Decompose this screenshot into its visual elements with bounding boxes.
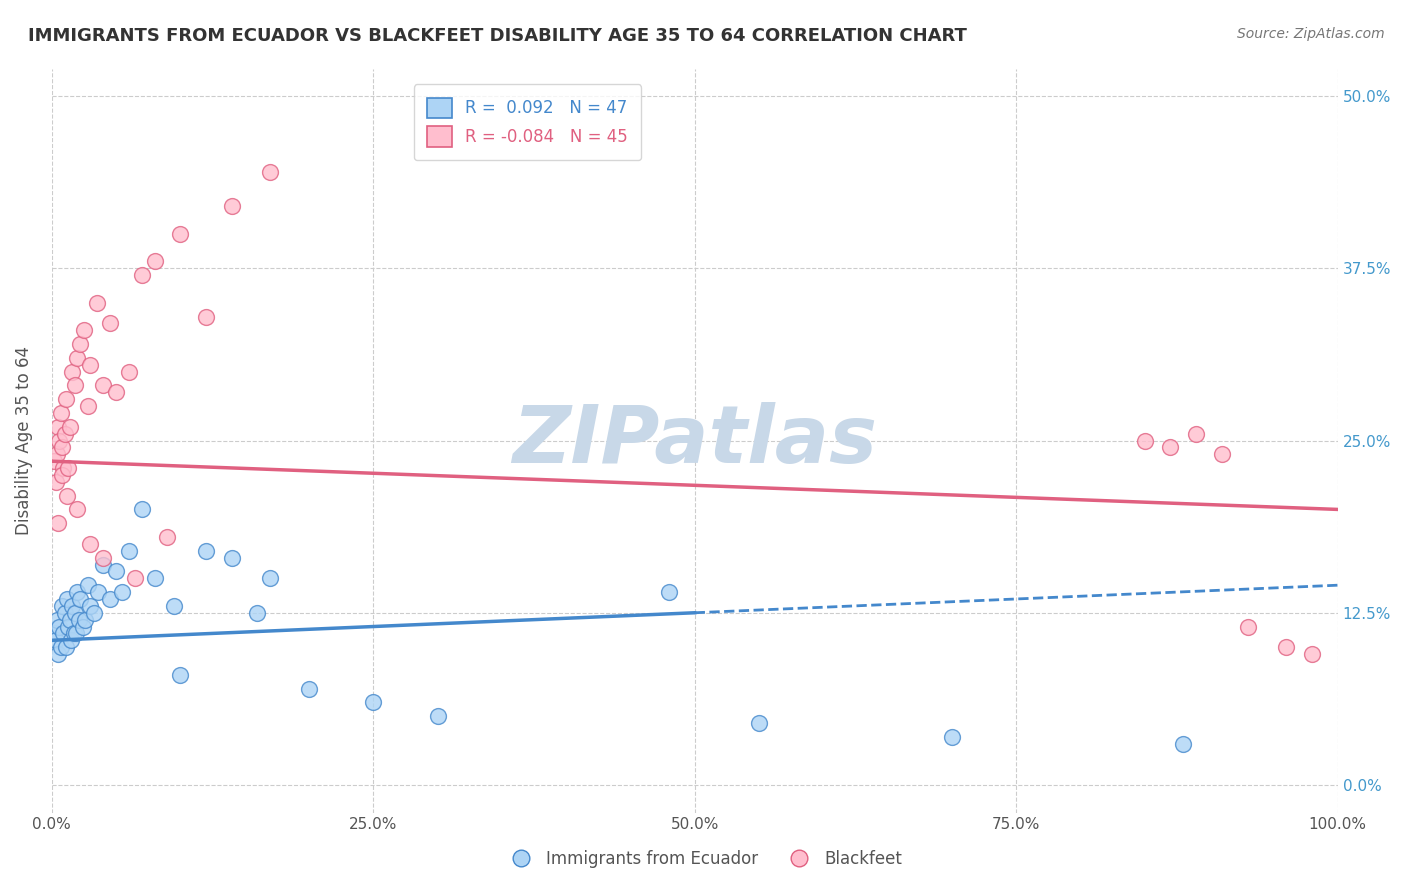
Point	[118, 543, 141, 558]
Point	[221, 199, 243, 213]
Point	[156, 530, 179, 544]
Point	[169, 227, 191, 241]
Point	[143, 571, 166, 585]
Point	[298, 681, 321, 696]
Point	[45, 613, 67, 627]
Point	[72, 619, 94, 633]
Point	[143, 254, 166, 268]
Point	[98, 317, 121, 331]
Point	[1236, 619, 1258, 633]
Point	[60, 633, 83, 648]
Point	[45, 633, 67, 648]
Point	[45, 475, 67, 489]
Point	[48, 619, 70, 633]
Point	[59, 613, 82, 627]
Point	[51, 599, 73, 613]
Point	[51, 441, 73, 455]
Point	[118, 365, 141, 379]
Point	[1159, 441, 1181, 455]
Point	[76, 578, 98, 592]
Point	[63, 606, 86, 620]
Point	[59, 419, 82, 434]
Point	[748, 716, 770, 731]
Point	[44, 454, 66, 468]
Point	[48, 434, 70, 448]
Point	[46, 419, 69, 434]
Point	[51, 467, 73, 482]
Point	[53, 606, 76, 620]
Point	[658, 585, 681, 599]
Point	[1173, 737, 1195, 751]
Point	[65, 626, 87, 640]
Point	[105, 385, 128, 400]
Text: IMMIGRANTS FROM ECUADOR VS BLACKFEET DISABILITY AGE 35 TO 64 CORRELATION CHART: IMMIGRANTS FROM ECUADOR VS BLACKFEET DIS…	[28, 27, 967, 45]
Legend: Immigrants from Ecuador, Blackfeet: Immigrants from Ecuador, Blackfeet	[498, 844, 908, 875]
Point	[56, 591, 79, 606]
Point	[53, 426, 76, 441]
Point	[361, 695, 384, 709]
Point	[52, 461, 75, 475]
Point	[83, 606, 105, 620]
Point	[259, 165, 281, 179]
Point	[60, 365, 83, 379]
Point	[60, 599, 83, 613]
Point	[221, 550, 243, 565]
Point	[131, 268, 153, 283]
Point	[58, 461, 80, 475]
Point	[67, 613, 90, 627]
Point	[49, 406, 72, 420]
Point	[66, 502, 89, 516]
Point	[169, 667, 191, 681]
Point	[58, 619, 80, 633]
Point	[46, 647, 69, 661]
Point	[79, 599, 101, 613]
Point	[246, 606, 269, 620]
Point	[941, 730, 963, 744]
Point	[111, 585, 134, 599]
Point	[73, 323, 96, 337]
Point	[76, 399, 98, 413]
Point	[69, 591, 91, 606]
Point	[91, 550, 114, 565]
Point	[91, 558, 114, 572]
Point	[44, 626, 66, 640]
Point	[62, 626, 84, 640]
Point	[55, 640, 77, 655]
Point	[1133, 434, 1156, 448]
Point	[163, 599, 186, 613]
Point	[49, 640, 72, 655]
Point	[66, 351, 89, 365]
Point	[1211, 447, 1233, 461]
Point	[1275, 640, 1298, 655]
Point	[259, 571, 281, 585]
Point	[55, 392, 77, 407]
Point	[56, 489, 79, 503]
Point	[69, 337, 91, 351]
Point	[124, 571, 146, 585]
Point	[79, 358, 101, 372]
Point	[195, 543, 218, 558]
Y-axis label: Disability Age 35 to 64: Disability Age 35 to 64	[15, 346, 32, 535]
Text: ZIPatlas: ZIPatlas	[512, 401, 877, 480]
Point	[98, 591, 121, 606]
Point	[63, 378, 86, 392]
Point	[52, 626, 75, 640]
Point	[75, 613, 97, 627]
Point	[79, 537, 101, 551]
Point	[86, 295, 108, 310]
Point	[91, 378, 114, 392]
Point	[1301, 647, 1323, 661]
Point	[66, 585, 89, 599]
Point	[87, 585, 110, 599]
Legend: R =  0.092   N = 47, R = -0.084   N = 45: R = 0.092 N = 47, R = -0.084 N = 45	[413, 84, 641, 160]
Point	[195, 310, 218, 324]
Text: Source: ZipAtlas.com: Source: ZipAtlas.com	[1237, 27, 1385, 41]
Point	[131, 502, 153, 516]
Point	[1185, 426, 1208, 441]
Point	[46, 516, 69, 531]
Point	[426, 709, 449, 723]
Point	[105, 565, 128, 579]
Point	[45, 447, 67, 461]
